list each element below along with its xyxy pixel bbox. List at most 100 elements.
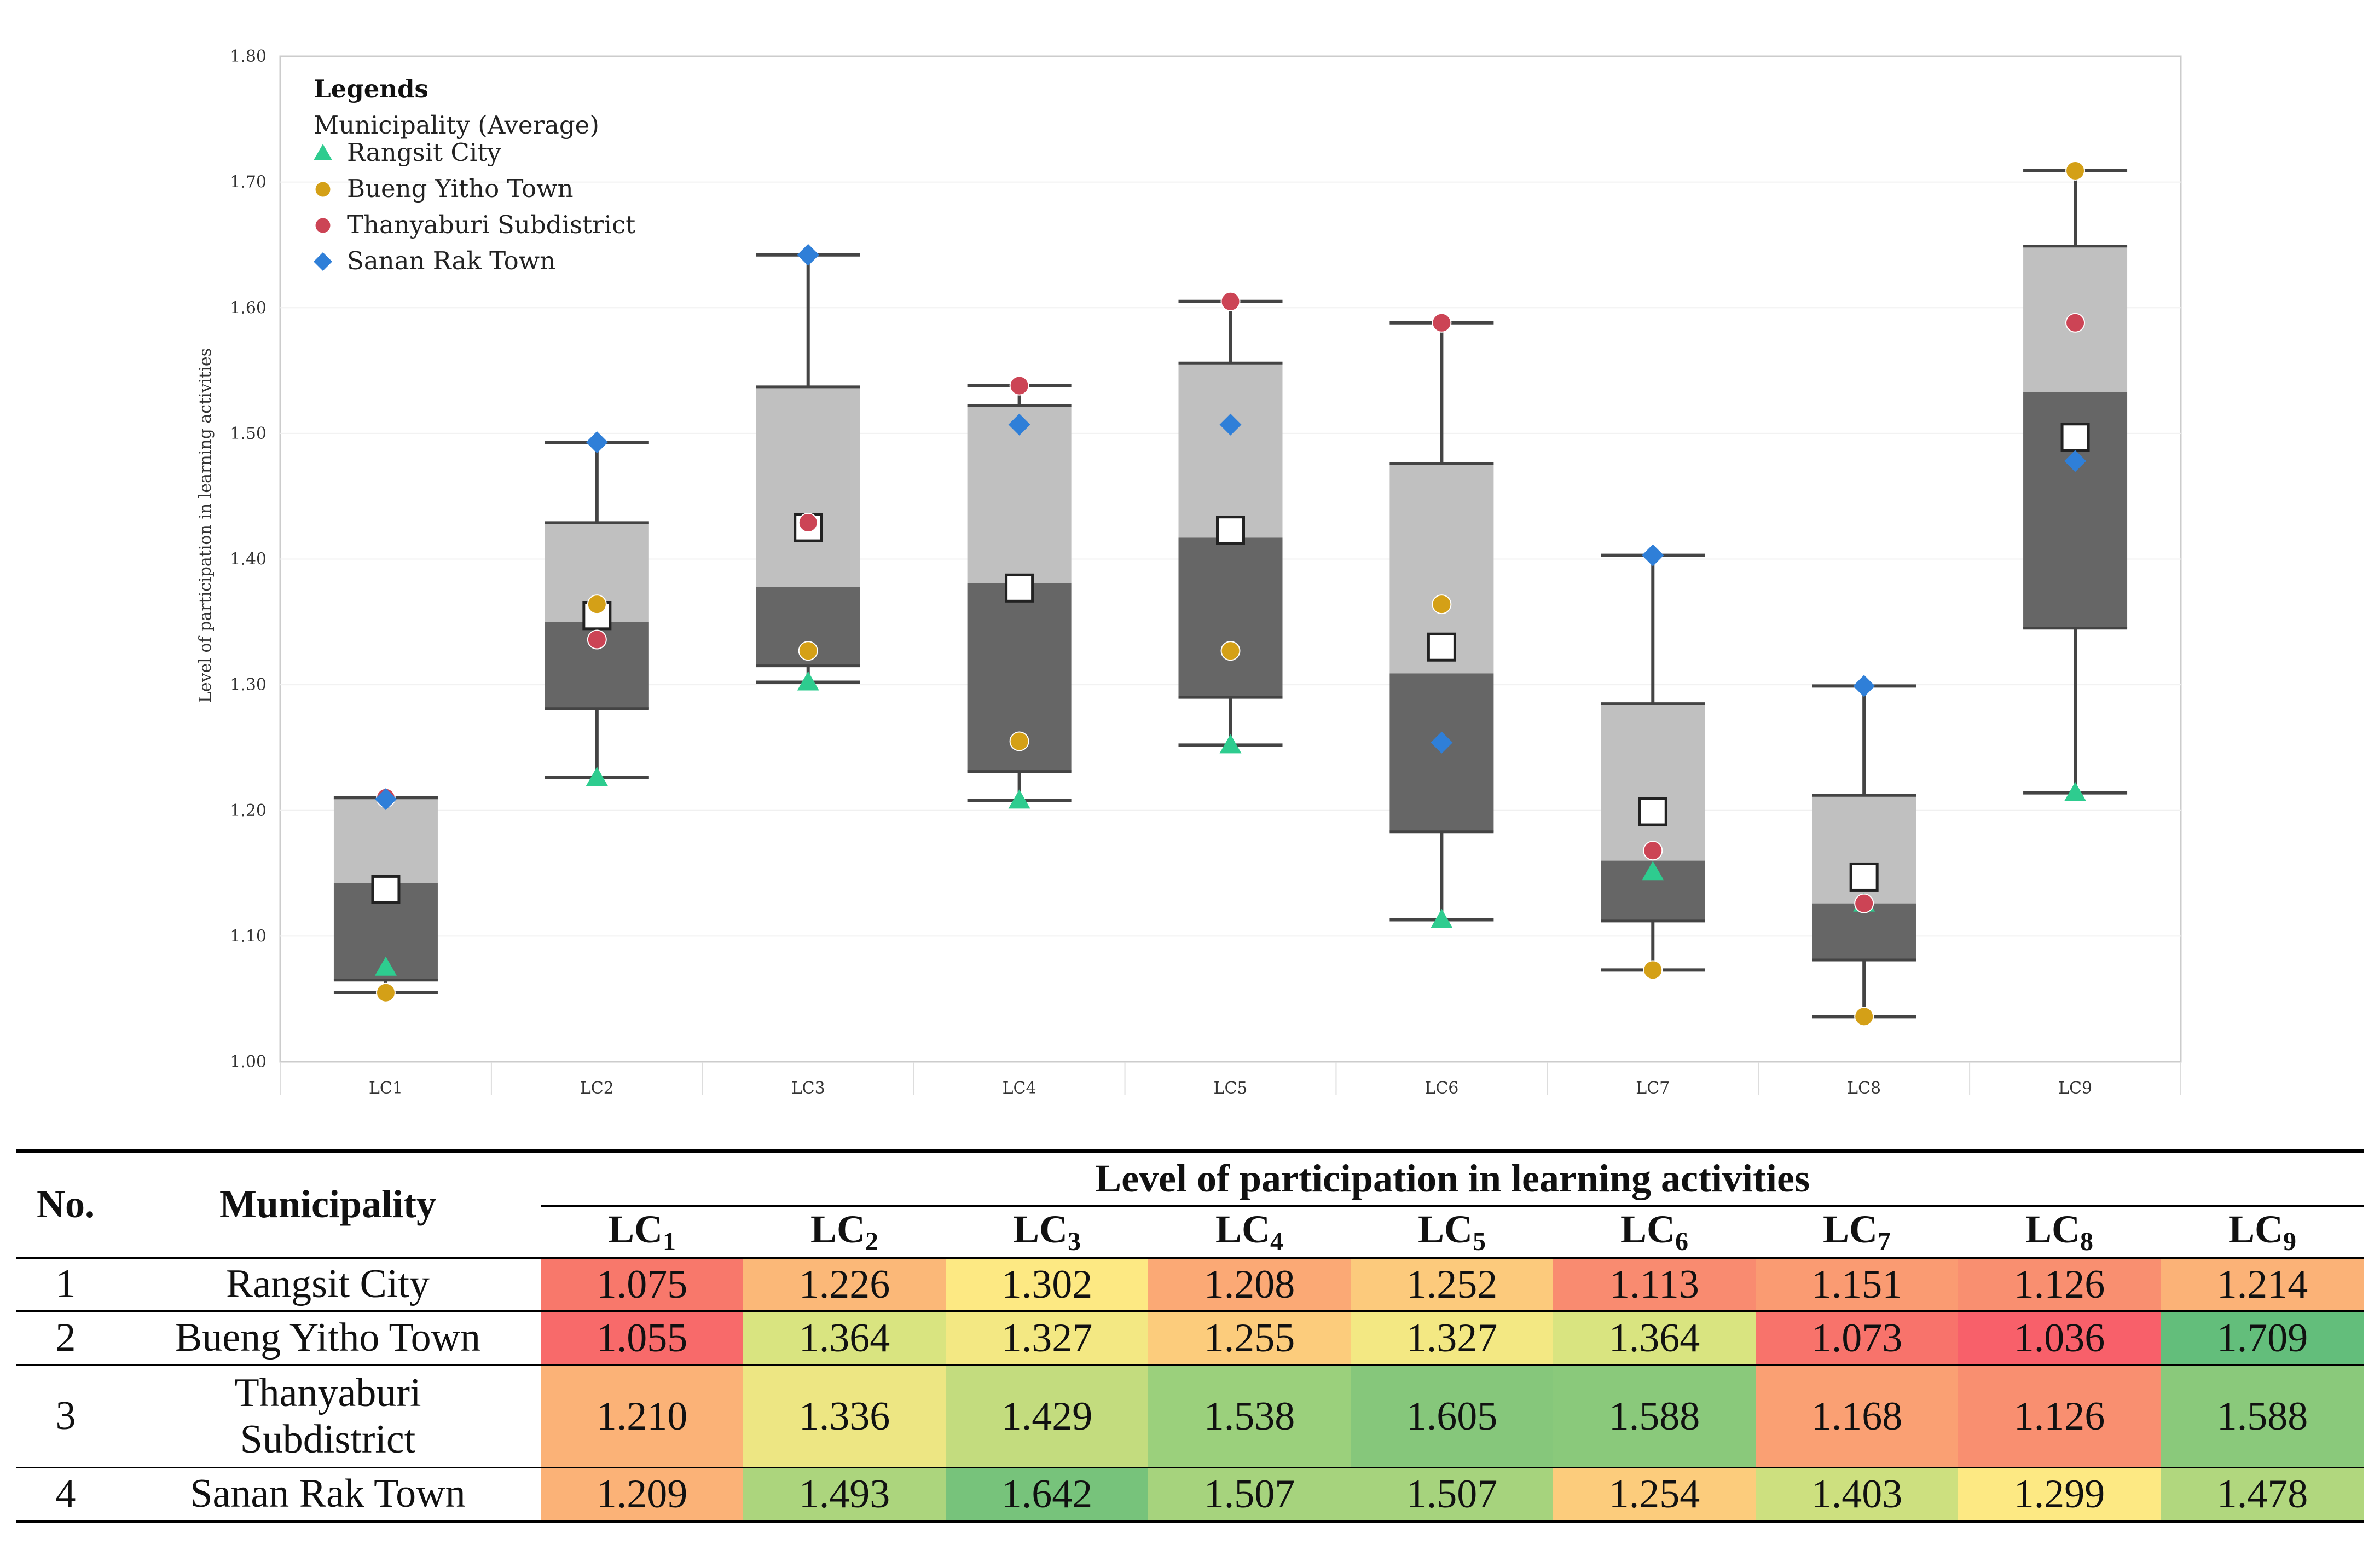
mean-marker [371,875,401,904]
box-LC8 [1812,684,1916,1019]
table-row: 2 Bueng Yitho Town 1.055 1.364 1.327 1.255 1.3… [16,1311,2365,1366]
series-bueng-yitho-town [375,160,2086,1027]
header-lc-subscript: 4 [1270,1227,1284,1256]
value-cell: 1.642 [946,1467,1148,1522]
value-cell: 1.403 [1756,1467,1958,1522]
data-point [1220,291,1241,311]
data-point [1642,861,1664,881]
data-point [798,512,818,533]
legend-marker [314,217,332,234]
value-cell: 1.210 [541,1364,743,1468]
header-lc-base: LC [1620,1207,1676,1251]
value-cell: 1.255 [1148,1311,1351,1366]
municipality-name-line2: Subdistrict [240,1416,416,1462]
data-point [375,982,396,1003]
header-lc-base: LC [810,1207,866,1251]
value-cell: 1.493 [743,1467,946,1522]
row-number: 3 [16,1364,115,1468]
value-cell: 1.507 [1148,1467,1351,1522]
data-point [1008,789,1030,809]
box-LC5 [1178,299,1283,747]
header-lc-base: LC [1417,1207,1473,1251]
upper-box [333,797,438,883]
header-lc-base: LC [1822,1207,1878,1251]
value-cell: 1.605 [1351,1364,1553,1468]
legend-marker [314,252,332,271]
box-LC9 [2023,169,2128,795]
data-point [1643,841,1663,861]
box-LC6 [1389,321,1494,922]
value-cell: 1.126 [1958,1364,2161,1468]
legend-entry: Bueng Yitho Town [347,174,574,203]
header-lc-subscript: 5 [1473,1227,1486,1256]
value-cell: 1.364 [743,1311,946,1366]
header-lc-base: LC [2025,1207,2081,1251]
value-cell: 1.327 [1351,1311,1553,1366]
header-group: Level of participation in learning activ… [541,1149,2365,1207]
data-point [1643,960,1663,980]
value-cell: 1.299 [1958,1467,2161,1522]
y-tick-label: 1.70 [230,173,267,192]
header-no: No. [16,1149,115,1259]
header-lc-subscript: 2 [865,1227,879,1256]
participation-table: No. Municipality Level of participation … [16,1149,2365,1523]
header-lc-subscript: 3 [1068,1227,1081,1256]
header-lc-base: LC [1012,1207,1068,1251]
y-tick-labels: 1.00 1.10 1.20 1.30 1.40 1.50 1.60 1.70 1.80 [230,47,267,1072]
upper-box [1601,703,1705,861]
lower-box [1178,537,1283,698]
header-lc-subscript: 7 [1878,1227,1891,1256]
value-cell: 1.036 [1958,1311,2161,1366]
data-point [587,594,607,615]
series-thanyaburi-subdistrict [375,291,2086,913]
value-cell: 1.055 [541,1311,743,1366]
y-tick-label: 1.10 [230,927,267,946]
legend-entry: Thanyaburi Subdistrict [347,210,635,239]
x-tick-label: LC5 [1214,1079,1248,1098]
row-number: 4 [16,1467,115,1522]
value-cell: 1.588 [1553,1364,1756,1468]
value-cell: 1.588 [2161,1364,2365,1468]
header-lc-subscript: 6 [1675,1227,1689,1256]
data-point [797,671,819,691]
x-tick-label: LC8 [1847,1079,1881,1098]
mean-marker [1216,516,1245,545]
legend-subtitle: Municipality (Average) [314,111,599,140]
municipality-name: Sanan Rak Town [115,1467,541,1522]
legend: Legends Municipality (Average) Rangsit C… [314,74,635,275]
header-lc6: LC6 [1553,1206,1756,1259]
y-axis-label: Level of participation in learning activ… [196,348,215,703]
data-point [1008,413,1030,436]
value-cell: 1.209 [541,1467,743,1522]
data-point [1854,1007,1874,1027]
value-cell: 1.226 [743,1257,946,1312]
header-lc1: LC1 [541,1206,743,1259]
x-tick-label: LC9 [2058,1079,2092,1098]
table-row: 3 Thanyaburi Subdistrict 1.210 1.336 1.429 1.5… [16,1364,2365,1468]
data-table: No. Municipality Level of participation … [16,1149,2365,1523]
data-point [1431,731,1453,754]
header-lc4: LC4 [1148,1206,1351,1259]
header-lc5: LC5 [1351,1206,1553,1259]
box-series [333,169,2128,1019]
data-point [2064,450,2087,472]
municipality-name: Rangsit City [115,1257,541,1312]
data-point [1219,413,1242,436]
header-lc-subscript: 8 [2080,1227,2094,1256]
data-point [1432,313,1452,333]
y-tick-label: 1.60 [230,298,267,317]
value-cell: 1.126 [1958,1257,2161,1312]
value-cell: 1.364 [1553,1311,1756,1366]
value-cell: 1.336 [743,1364,946,1468]
value-cell: 1.327 [946,1311,1148,1366]
value-cell: 1.302 [946,1257,1148,1312]
y-tick-label: 1.30 [230,675,267,695]
header-lc3: LC3 [946,1206,1148,1259]
x-tick-label: LC3 [791,1079,825,1098]
legend-marker [314,144,332,160]
value-cell: 1.168 [1756,1364,1958,1468]
x-tick-labels: LC1 LC2 LC3 LC4 LC5 LC6 LC7 LC8 LC9 [369,1079,2092,1098]
municipality-markers [374,160,2087,1027]
data-point [586,767,608,786]
municipality-name: Bueng Yitho Town [115,1311,541,1366]
